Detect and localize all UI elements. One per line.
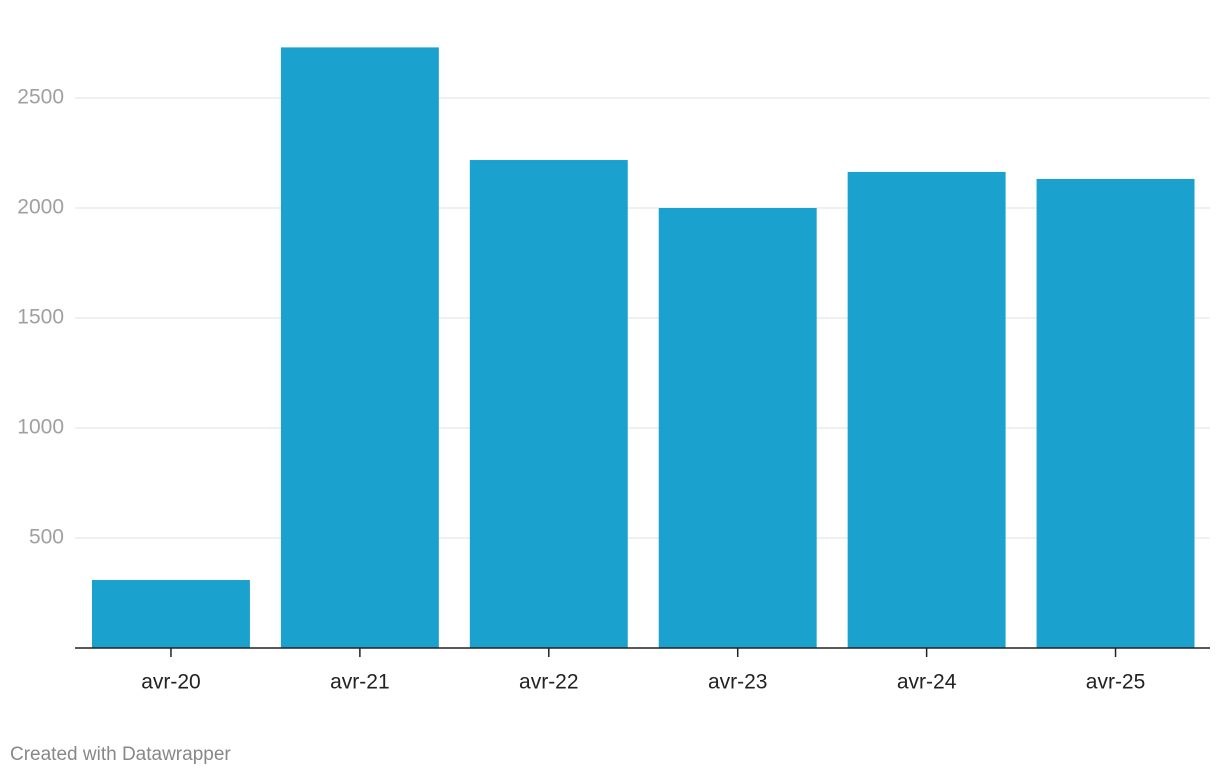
x-tick-label: avr-24 [897,671,957,694]
bar [658,208,817,648]
x-tick-label: avr-21 [330,671,390,694]
x-tick-label: avr-23 [708,671,768,694]
bar [469,160,628,649]
y-tick-label: 1000 [17,416,64,439]
credit: Created with Datawrapper [10,744,231,765]
y-tick-label: 500 [29,526,64,549]
x-tick-label: avr-25 [1086,671,1146,694]
y-tick-label: 1500 [17,306,64,329]
bar [91,580,250,648]
bar [847,171,1006,649]
y-tick-label: 2000 [17,196,64,219]
bar [280,47,439,648]
x-tick-label: avr-22 [519,671,579,694]
y-tick-label: 2500 [17,86,64,109]
bar [1036,178,1195,648]
x-tick-label: avr-20 [141,671,201,694]
